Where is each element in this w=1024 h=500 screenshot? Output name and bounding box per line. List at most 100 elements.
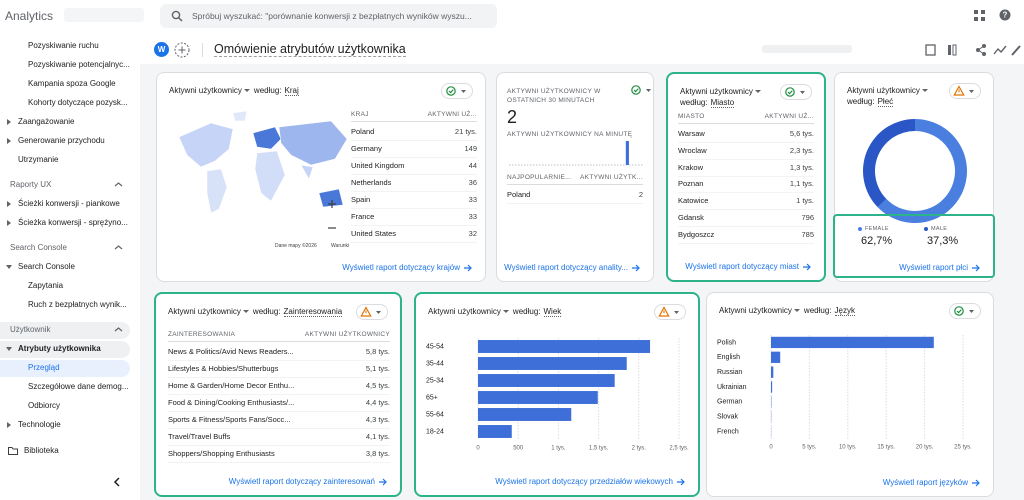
chevron[interactable] [114, 182, 123, 187]
report-link[interactable]: Wyświetl raport dotyczący przedziałów wi… [495, 477, 686, 486]
report-link[interactable]: Wyświetl raport języków [883, 478, 981, 487]
link-text: Wyświetl raport dotyczący krajów [342, 263, 460, 272]
nav-item[interactable]: Kampania spoza Google [28, 79, 116, 88]
row-value: 4,3 tys. [365, 415, 390, 424]
nav-item[interactable]: Ruch z bezpłatnych wynik... [28, 300, 127, 309]
avatar[interactable]: W [154, 42, 169, 57]
status-chip[interactable] [356, 304, 388, 320]
add-comparison[interactable] [174, 42, 190, 58]
nav-item[interactable]: Kohorty dotyczące pozysk... [28, 98, 128, 107]
report-link[interactable]: Wyświetl raport dotyczący miast [685, 262, 812, 271]
dimension[interactable]: Płeć [877, 97, 894, 107]
donut-slice[interactable] [877, 119, 968, 223]
check [633, 88, 639, 93]
nav-item[interactable]: Przegląd [28, 363, 60, 372]
dimension[interactable]: Kraj [284, 86, 299, 96]
metric[interactable]: Aktywni użytkownicy [428, 307, 501, 316]
status-chip[interactable] [949, 303, 981, 319]
bar[interactable] [771, 381, 773, 393]
arrow[interactable] [7, 138, 11, 144]
chevron[interactable] [114, 327, 123, 332]
nav-item[interactable]: Technologie [18, 420, 61, 429]
nav-item[interactable]: Zaangażowanie [18, 117, 75, 126]
metric[interactable]: Aktywni użytkownicy [169, 86, 242, 95]
arrow[interactable] [6, 347, 12, 351]
nav-item[interactable]: Raporty UX [10, 180, 52, 189]
bar[interactable] [771, 351, 781, 363]
nav-item[interactable]: Atrybuty użytkownika [18, 344, 101, 353]
category-label: French [717, 428, 739, 435]
arrow[interactable] [7, 119, 11, 125]
edit-icon[interactable] [925, 44, 936, 56]
chevron[interactable] [114, 245, 123, 250]
card-title: Aktywni użytkownicy według: Język [719, 305, 919, 316]
row-value: 4,4 tys. [365, 398, 390, 407]
bar[interactable] [478, 425, 512, 438]
bar[interactable] [771, 366, 774, 378]
chevron[interactable] [113, 477, 120, 487]
bar[interactable] [478, 408, 572, 421]
status-chip[interactable] [441, 83, 473, 99]
metric[interactable]: Aktywni użytkownicy [719, 306, 792, 315]
metric[interactable]: Aktywni użytkownicy [168, 307, 241, 316]
report-link[interactable]: Wyświetl raport dotyczący anality... [504, 263, 641, 272]
date-range[interactable] [762, 45, 852, 53]
by-label: według: [680, 98, 708, 107]
row-rule [168, 360, 390, 361]
realtime-count: 2 [507, 107, 518, 127]
arrow[interactable] [6, 265, 12, 269]
chip-caret [800, 91, 805, 94]
status-chip[interactable] [627, 83, 651, 97]
metric[interactable]: Aktywni użytkownicy [680, 87, 753, 96]
insights-icon[interactable] [993, 45, 1007, 55]
map-terms[interactable]: Warunki [331, 243, 350, 249]
nav-item[interactable]: Zapytania [28, 281, 64, 290]
nav-item[interactable]: Ścieżka konwersji - sprężyno... [18, 218, 128, 227]
bar[interactable] [771, 336, 934, 349]
nav-item[interactable]: Pozyskiwanie ruchu [28, 41, 99, 50]
nav-item[interactable]: Użytkownik [10, 325, 51, 334]
nav-item[interactable]: Pozyskiwanie potencjalnyc... [28, 60, 130, 69]
nav-item[interactable]: Utrzymanie [18, 155, 59, 164]
arrow[interactable] [7, 422, 11, 428]
status-chip[interactable] [654, 304, 686, 320]
nav-item[interactable]: Search Console [10, 243, 67, 252]
nav-item[interactable]: Szczegółowe dane demog... [28, 382, 129, 391]
nav-item[interactable]: Biblioteka [24, 446, 59, 455]
row-value: 785 [801, 229, 814, 239]
zoom-in[interactable] [328, 200, 336, 208]
nav-item[interactable]: Odbiorcy [28, 401, 61, 410]
search-box[interactable]: Spróbuj wyszukać: "porównanie konwersji … [160, 4, 497, 28]
arrow[interactable] [7, 201, 11, 207]
pencil-icon[interactable] [1011, 45, 1021, 56]
metric[interactable]: Aktywni użytkownicy [847, 86, 920, 95]
nav-item[interactable]: Generowanie przychodu [18, 136, 105, 145]
row-value: 1 tys. [796, 196, 814, 206]
link-text: Wyświetl raport płci [899, 263, 968, 272]
dimension[interactable]: Miasto [710, 98, 735, 108]
compare-icon[interactable] [948, 44, 957, 56]
bar[interactable] [478, 357, 627, 370]
bar[interactable] [478, 340, 651, 353]
help-icon[interactable]: ? [999, 9, 1011, 21]
donut-slice[interactable] [863, 119, 915, 208]
dimension[interactable]: Język [834, 306, 855, 316]
bar[interactable] [478, 391, 598, 404]
report-link[interactable]: Wyświetl raport płci [899, 263, 981, 272]
status-chip[interactable] [780, 84, 812, 100]
x-tick-label: 25 tys. [954, 445, 972, 451]
dimension[interactable]: Wiek [543, 307, 562, 317]
x-tick-label: 10 tys. [839, 445, 857, 451]
share-icon[interactable] [976, 44, 986, 56]
arrow[interactable] [7, 220, 11, 226]
bar[interactable] [478, 374, 615, 387]
report-link[interactable]: Wyświetl raport dotyczący krajów [342, 263, 473, 272]
dimension[interactable]: Zainteresowania [283, 307, 343, 317]
status-chip[interactable] [949, 83, 981, 99]
report-link[interactable]: Wyświetl raport dotyczący zainteresowań [229, 477, 388, 486]
nav-item[interactable]: Ścieżki konwersji - piankowe [18, 199, 120, 208]
link-arrow [972, 264, 980, 271]
apps-icon[interactable] [974, 10, 986, 22]
nav-item[interactable]: Search Console [18, 262, 75, 271]
account-picker[interactable] [64, 8, 144, 22]
